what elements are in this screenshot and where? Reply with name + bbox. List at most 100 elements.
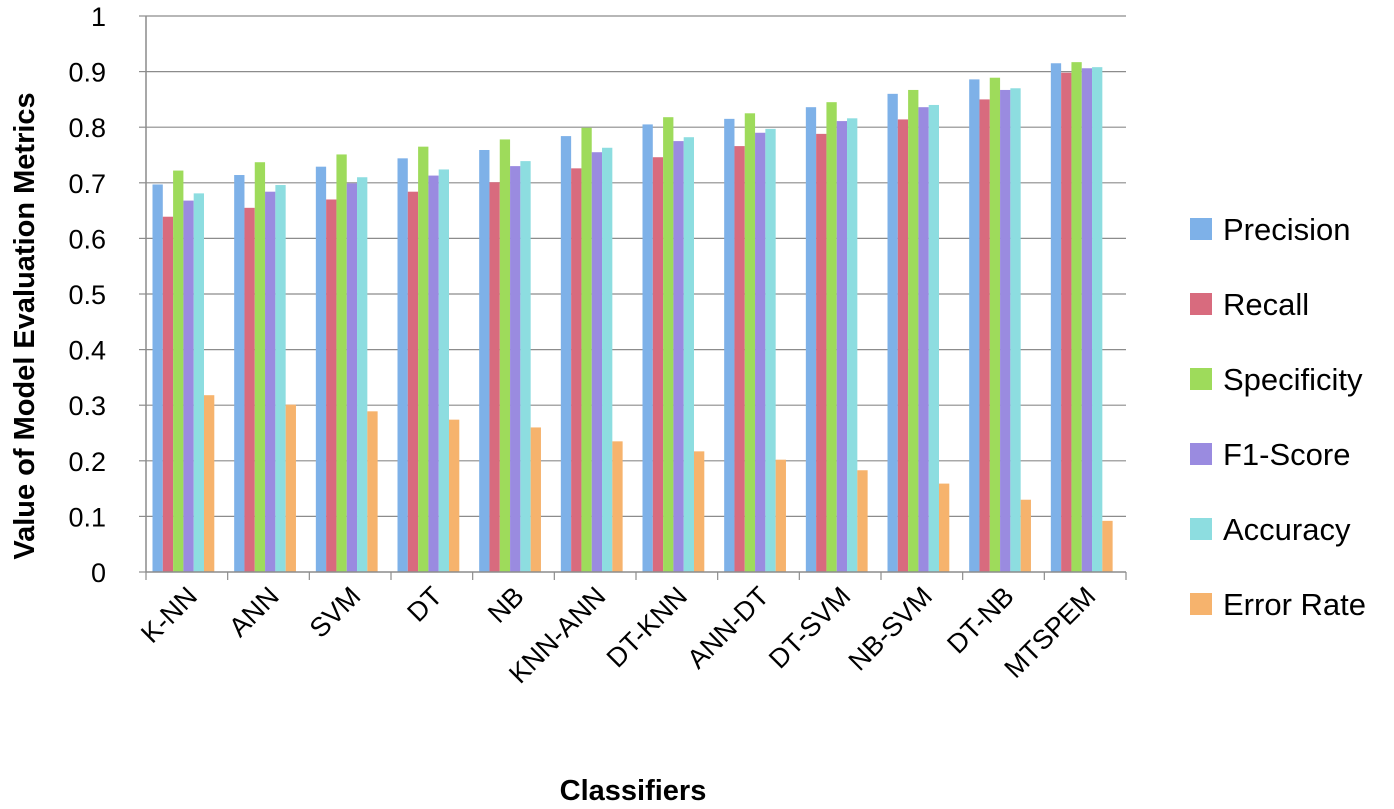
y-tick-label: 0.8 (68, 113, 106, 143)
y-tick-label: 0.1 (68, 502, 106, 532)
bar-recall-mtspem (1061, 72, 1072, 572)
bar-precision-mtspem (1050, 63, 1062, 572)
bar-precision-nb-svm (887, 93, 898, 572)
bar-recall-dt-knn (652, 157, 664, 572)
x-tick-label: DT-NB (941, 581, 1019, 659)
bar-specificity-k-nn (173, 170, 184, 572)
bar-precision-k-nn (152, 184, 163, 572)
legend: Precision Recall Specificity F1-Score Accura… (1190, 212, 1366, 622)
x-tick-labels: K-NN ANN SVM DT NBKNN-ANNDT-KNNANN-DTDT-SVMN… (135, 581, 1101, 689)
bar-f1-score-svm (346, 183, 358, 572)
bar-accuracy-dt-nb (1010, 88, 1021, 572)
y-tick-label: 0.6 (68, 224, 106, 254)
bar-error-rate-ann (285, 404, 296, 572)
y-tick-label: 1 (91, 2, 106, 32)
bar-error-rate-dt (449, 419, 460, 572)
bar-error-rate-dt-knn (694, 451, 705, 572)
bar-specificity-dt (418, 146, 429, 572)
bar-precision-dt-knn (642, 124, 653, 573)
axes (139, 15, 1127, 580)
bar-precision-dt-svm (805, 107, 817, 573)
x-tick-label: ANN-DT (681, 581, 774, 674)
bar-recall-dt-nb (979, 99, 990, 573)
bar-precision-ann-dt (724, 118, 735, 573)
bar-recall-knn-ann (571, 168, 582, 572)
bar-accuracy-knn-ann (602, 147, 613, 572)
bar-f1-score-dt-knn (673, 141, 684, 572)
y-tick-label: 0 (91, 558, 106, 588)
legend-label: Accuracy (1223, 512, 1351, 547)
bar-error-rate-k-nn (204, 395, 215, 572)
legend-swatch (1190, 593, 1212, 615)
bar-accuracy-svm (357, 177, 368, 573)
bars (152, 62, 1113, 573)
legend-swatch (1190, 368, 1212, 390)
bar-specificity-mtspem (1071, 62, 1082, 572)
bar-accuracy-k-nn (193, 193, 204, 572)
bar-recall-svm (326, 199, 337, 573)
legend-item-f1-score: F1-Score (1190, 437, 1350, 472)
legend-label: Recall (1223, 287, 1309, 322)
bar-error-rate-mtspem (1102, 520, 1113, 572)
x-tick-label: K-NN (135, 581, 203, 649)
bar-precision-dt-nb (969, 79, 980, 572)
bar-precision-knn-ann (560, 136, 572, 572)
y-tick-label: 0.4 (68, 336, 106, 366)
bar-f1-score-knn-ann (591, 152, 603, 572)
x-tick-label: DT-SVM (763, 581, 856, 674)
bar-precision-ann (234, 175, 245, 573)
x-tick-label: ANN (223, 581, 285, 643)
y-tick-label: 0.7 (68, 169, 106, 199)
x-tick-label: NB (482, 581, 530, 629)
bar-precision-nb (479, 149, 490, 572)
bar-recall-k-nn (162, 216, 174, 572)
y-tick-label: 0.3 (68, 391, 106, 421)
bar-specificity-nb (499, 139, 511, 572)
bar-specificity-nb-svm (908, 89, 919, 572)
bar-accuracy-ann-dt (765, 128, 776, 573)
bar-accuracy-nb-svm (928, 104, 939, 573)
bar-error-rate-svm (367, 411, 378, 572)
bar-recall-ann-dt (734, 146, 745, 572)
legend-item-precision: Precision (1190, 212, 1351, 247)
legend-item-recall: Recall (1190, 287, 1309, 322)
bar-specificity-dt-nb (989, 77, 1001, 572)
legend-label: Specificity (1223, 362, 1363, 397)
bar-f1-score-dt (428, 175, 439, 572)
bar-accuracy-ann (275, 185, 286, 573)
y-tick-label: 0.5 (68, 280, 106, 310)
bar-specificity-ann (254, 162, 266, 572)
legend-label: Error Rate (1223, 587, 1366, 622)
bar-recall-dt (407, 191, 419, 573)
legend-swatch (1190, 443, 1212, 465)
bar-error-rate-ann-dt (775, 459, 786, 572)
bar-accuracy-dt-svm (847, 118, 858, 572)
bar-error-rate-nb (530, 427, 541, 572)
bar-f1-score-k-nn (183, 200, 194, 573)
bar-recall-nb (489, 182, 500, 572)
x-tick-label: SVM (304, 581, 367, 644)
y-tick-label: 0.2 (68, 447, 106, 477)
bar-f1-score-dt-nb (1000, 89, 1011, 572)
legend-swatch (1190, 218, 1212, 240)
bar-specificity-dt-knn (663, 117, 674, 572)
legend-swatch (1190, 518, 1212, 540)
gridlines (146, 15, 1126, 518)
x-axis-title: Classifiers (560, 775, 707, 804)
legend-item-error-rate: Error Rate (1190, 587, 1366, 622)
x-tick-label: NB-SVM (843, 581, 938, 676)
bar-error-rate-knn-ann (612, 441, 623, 572)
bar-f1-score-nb (510, 166, 521, 572)
bar-recall-nb-svm (897, 119, 909, 572)
legend-label: F1-Score (1223, 437, 1350, 472)
bar-f1-score-nb-svm (918, 107, 929, 573)
bar-accuracy-dt (438, 169, 449, 572)
y-axis-title: Value of Model Evaluation Metrics (9, 92, 41, 559)
bar-specificity-knn-ann (581, 127, 592, 573)
bar-f1-score-ann (265, 191, 276, 573)
bar-precision-svm (315, 166, 327, 572)
bar-f1-score-ann-dt (755, 132, 766, 572)
bar-specificity-ann-dt (744, 113, 756, 573)
bar-specificity-dt-svm (826, 102, 837, 573)
